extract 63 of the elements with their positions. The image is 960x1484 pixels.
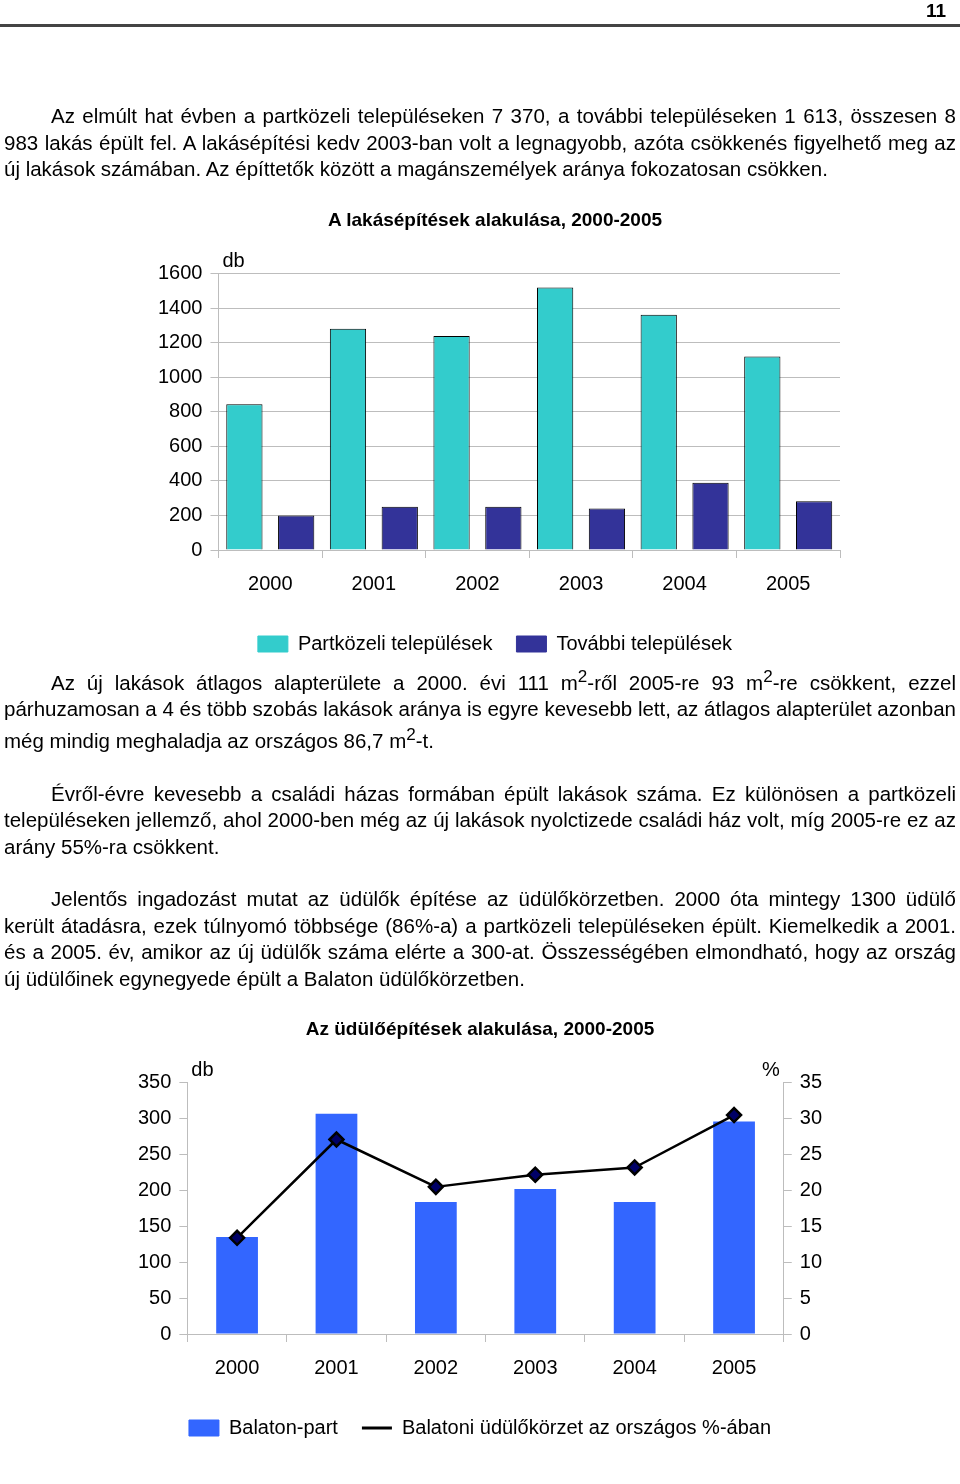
chart-title: Az üdülőépítések alakulása, 2000-2005 (305, 1017, 655, 1039)
bar (216, 1237, 258, 1334)
y-tick-label: 600 (169, 433, 203, 456)
x-tick-label: 2005 (765, 571, 811, 594)
bar (514, 1189, 557, 1334)
y-tick-label: 350 (137, 1070, 172, 1093)
point (328, 1131, 345, 1148)
chart-title: A lakásépítések alakulása, 2000-2005 (327, 208, 663, 230)
y2-tick-label: 20 (799, 1178, 822, 1201)
y-tick-label: 250 (137, 1142, 172, 1165)
y2-tick-label: 10 (799, 1249, 822, 1272)
x-tick-label: 2005 (711, 1355, 757, 1378)
y2-tick-label: 5 (799, 1285, 811, 1308)
y-tick-label: 300 (137, 1106, 172, 1129)
bar (315, 1113, 358, 1334)
y-tick-label: 50 (149, 1285, 172, 1308)
y-axis-title: db (191, 1058, 214, 1081)
bar (713, 1121, 755, 1334)
x-tick-label: 2000 (248, 571, 293, 594)
y-tick-label: 1600 (157, 260, 203, 283)
point (626, 1159, 643, 1176)
x-tick-label: 2003 (513, 1355, 558, 1378)
y-axis-title: db (222, 248, 245, 271)
x-tick-label: 2003 (558, 571, 604, 594)
bar (613, 1202, 656, 1334)
y2-tick-label: 25 (799, 1142, 822, 1165)
x-tick-label: 2002 (455, 571, 500, 594)
y-tick-label: 1400 (157, 295, 203, 318)
legend-label: Partközeli települések (297, 631, 494, 654)
y2-tick-label: 0 (799, 1321, 811, 1344)
x-tick-label: 2004 (662, 571, 707, 594)
text: 11 (0, 0, 960, 27)
point (228, 1229, 246, 1247)
y2-tick-label: 30 (799, 1106, 822, 1129)
text: Az új lakások átlagos alapterülete a 2000. évi 111 m$^{2}$-ről 2005-re 93 m$^{2}$-re csökkent, ezzel párhuzamosan a 4 és több szobás lakások aránya is egyre kevesebb lett, az átlagos alapterület azonban még mindig meghaladja az országos 86,7 m$^{2}$-t. (4, 666, 957, 753)
y-tick-label: 0 (191, 537, 203, 560)
y-tick-label: 0 (160, 1321, 172, 1344)
bar (414, 1202, 457, 1334)
legend-label: Balaton-part (228, 1415, 339, 1438)
y-tick-label: 200 (137, 1178, 172, 1201)
y2-tick-label: 15 (799, 1214, 822, 1237)
y2-axis-title: % (761, 1058, 780, 1081)
x-tick-label: 2001 (314, 1355, 359, 1378)
y-tick-label: 1200 (157, 329, 203, 352)
text: Az elmúlt hat évben a partközeli településeken 7 370, a további településeken 1 613, összesen 8 983 lakás épült fel. A lakásépítési kedv 2003-ban volt a legnagyobb, azóta csökkenés figyelhető meg az új lakások számában. Az építtetők között a magánszemélyek aránya fokozatosan csökken. (4, 103, 956, 182)
legend-label: További települések (556, 631, 734, 654)
y-tick-label: 400 (169, 467, 203, 490)
text: Évről-évre kevesebb a családi házas formában épült lakások száma. Ez különösen a partközeli településeken jellemző, ahol 2000-ben még az új lakások nyolctizede családi ház volt, míg 2005-re ez az arány 55%-ra csökkent. (4, 780, 956, 860)
x-tick-label: 2001 (351, 571, 397, 594)
legend-label: Balatoni üdülőkörzet az országos %-ában (401, 1415, 772, 1438)
point (527, 1166, 544, 1184)
y-tick-label: 200 (169, 502, 203, 525)
y-tick-label: 150 (137, 1214, 172, 1237)
x-tick-label: 2002 (413, 1355, 459, 1378)
x-tick-label: 2004 (612, 1355, 657, 1378)
y2-tick-label: 35 (799, 1070, 822, 1093)
text: Jelentős ingadozást mutat az üdülők építése az üdülőkörzetben. 2000 óta mintegy 1300 üdülő került átadásra, ezek túlnyomó többsége (86%-a) a partközeli településeken épült. Kiemelkedik a 2001. és a 2005. év, amikor az új üdülők száma elérte a 300-at. Összességében elmondható, hogy az ország új üdülőinek egynegyede épült a Balaton üdülőkörzetben. (4, 886, 956, 992)
point (725, 1107, 743, 1124)
point (427, 1178, 445, 1196)
x-tick-label: 2000 (214, 1355, 260, 1378)
y-tick-label: 100 (137, 1249, 172, 1272)
y-tick-label: 1000 (157, 364, 203, 387)
y-tick-label: 800 (169, 398, 203, 421)
